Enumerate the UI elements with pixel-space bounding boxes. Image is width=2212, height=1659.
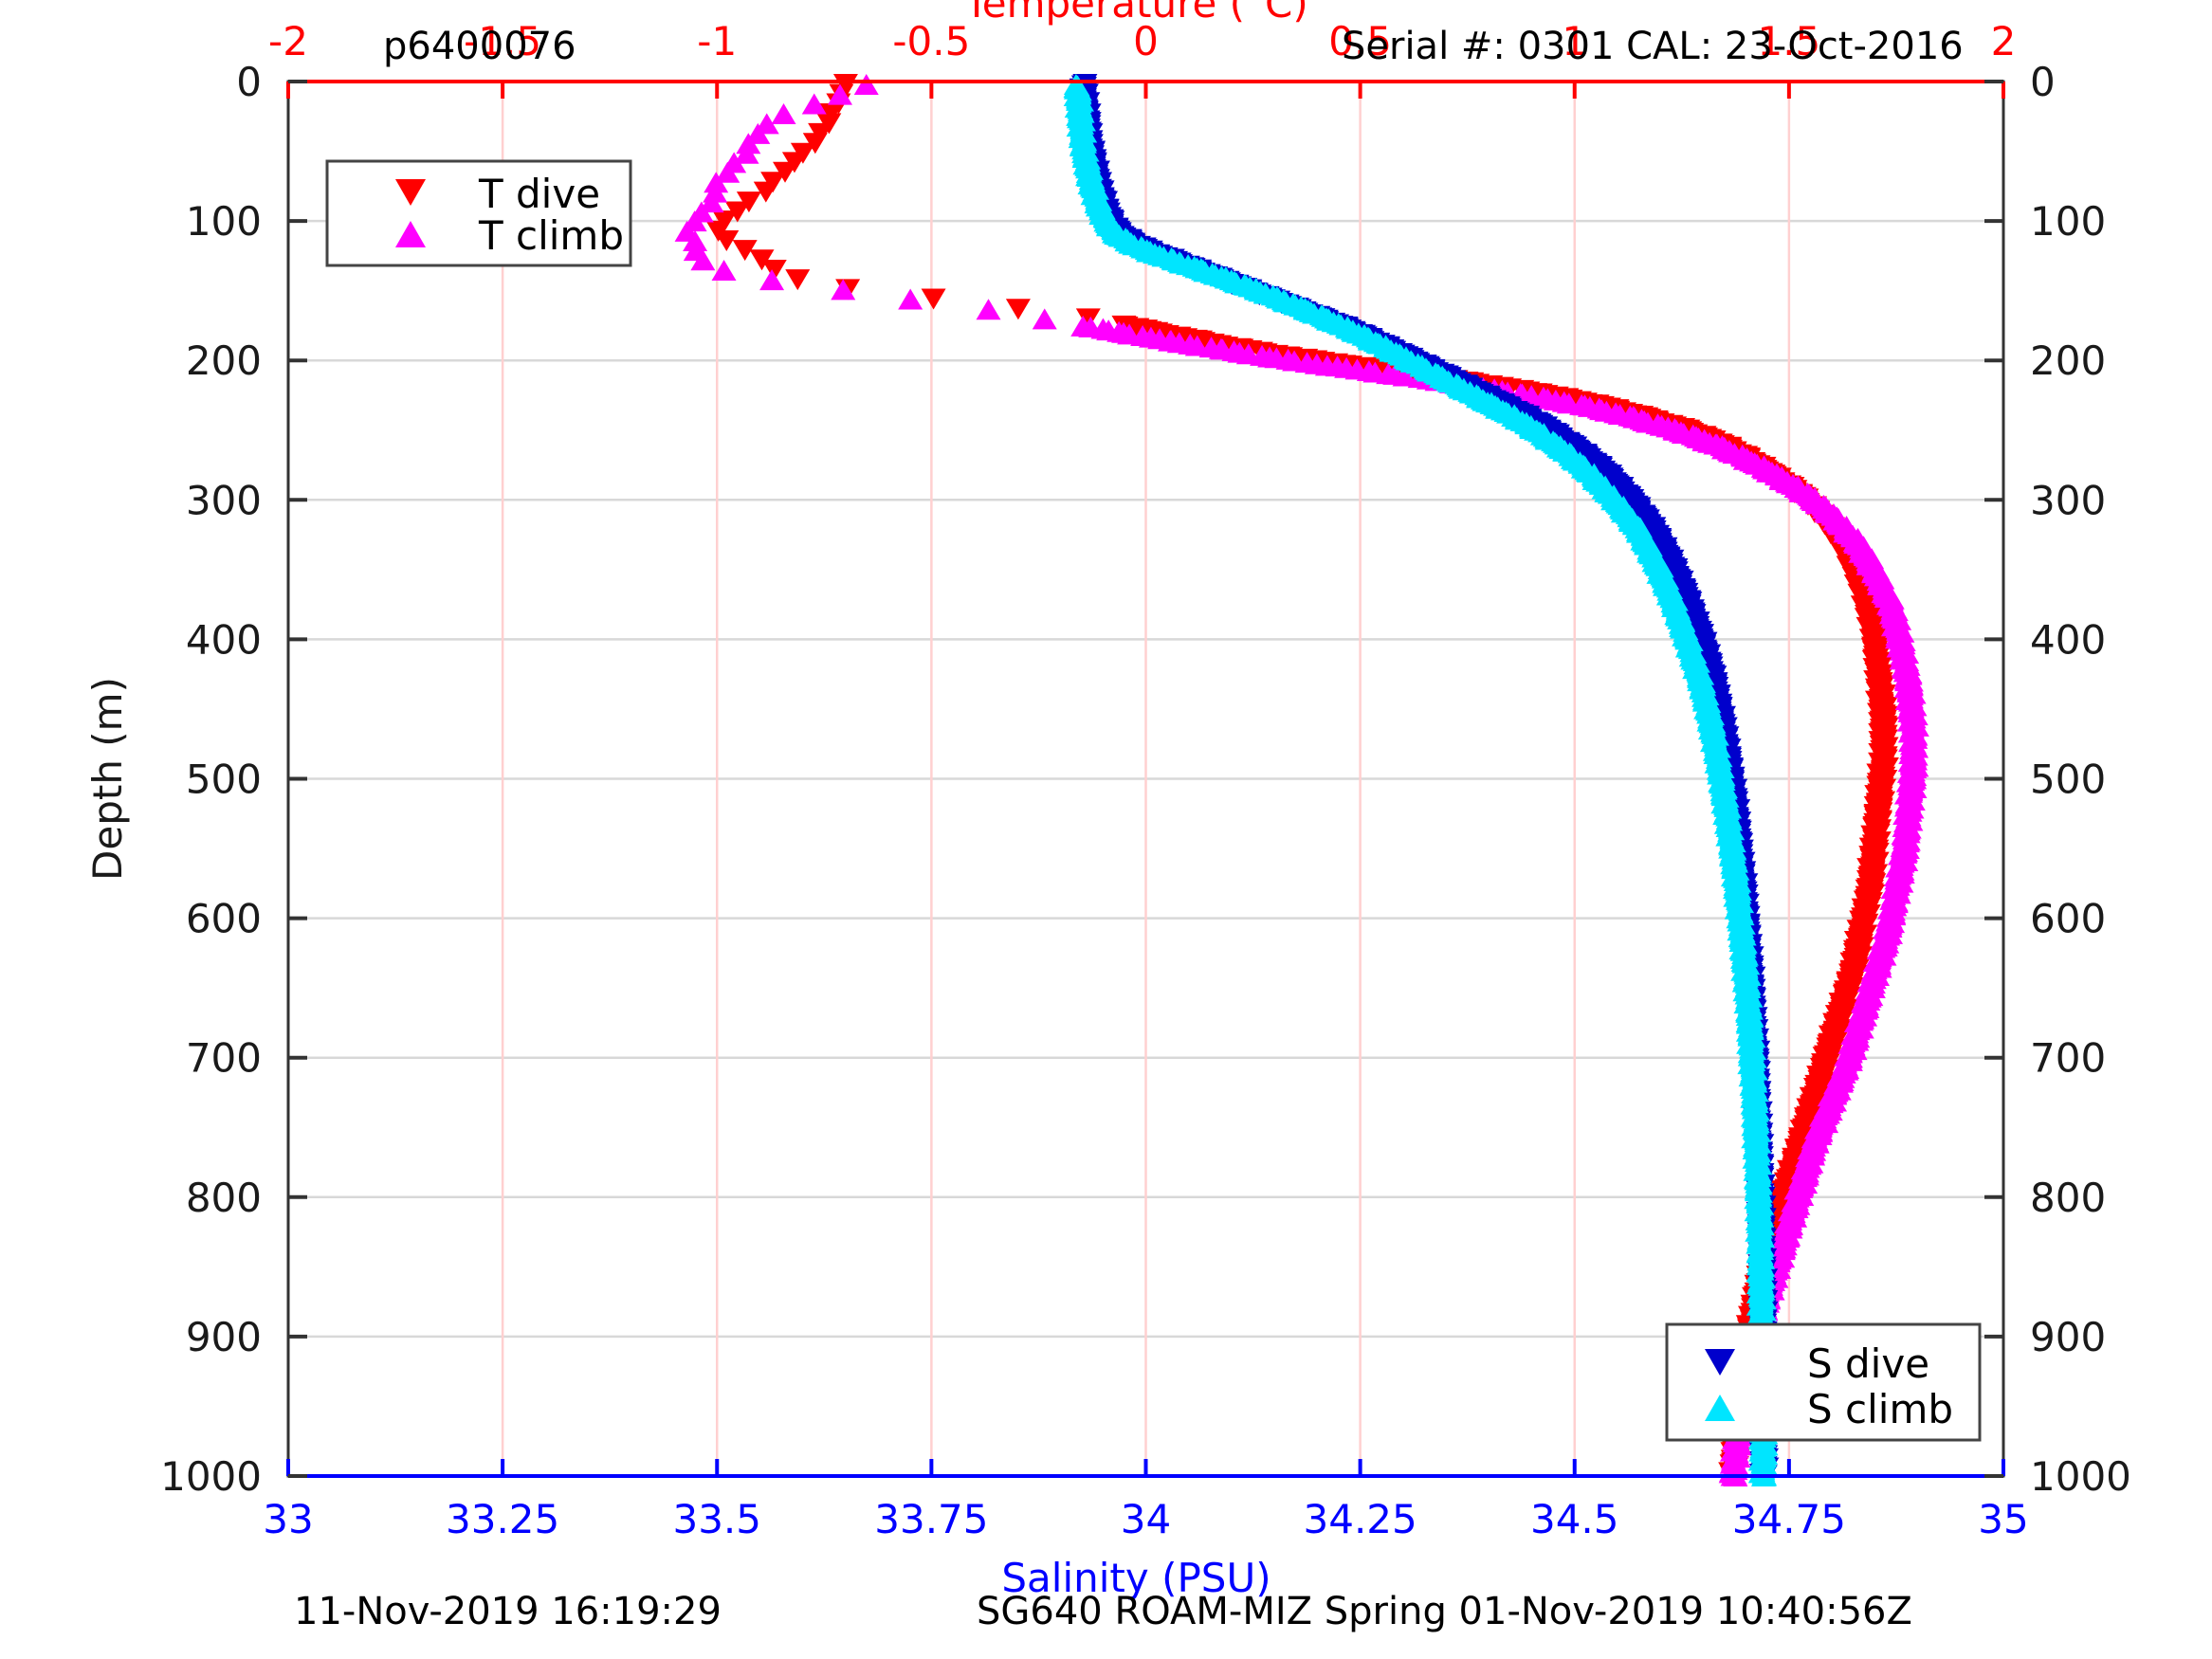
depth-tick-label-left: 100: [186, 198, 262, 245]
legend-marker-s-dive: [1705, 1349, 1735, 1376]
salinity-tick-label: 33.75: [874, 1496, 988, 1542]
temperature-tick-label: -2: [268, 18, 308, 64]
depth-tick-label-left: 800: [186, 1175, 262, 1221]
depth-tick-label-left: 600: [186, 896, 262, 942]
salinity-tick-label: 33.25: [446, 1496, 559, 1542]
depth-tick-label-left: 200: [186, 337, 262, 384]
temperature-tick-label: 1: [1562, 18, 1587, 64]
annotations: p6400076 Serial #: 0301 CAL: 23-Oct-2016 1…: [294, 25, 1964, 1633]
depth-tick-label-right: 1000: [2030, 1453, 2131, 1500]
depth-tick-label-right: 0: [2030, 59, 2056, 105]
temperature-tick-label: 0: [1133, 18, 1159, 64]
depth-tick-label-right: 600: [2030, 896, 2106, 942]
temperature-tick-label: 0.5: [1328, 18, 1392, 64]
salinity-tick-label: 33.5: [672, 1496, 761, 1542]
depth-tick-label-left: 300: [186, 477, 262, 523]
salinity-axis-label: Salinity (PSU): [1001, 1555, 1271, 1601]
data-series-group: [674, 73, 1929, 1486]
footer-right-mission: SG640 ROAM-MIZ Spring 01-Nov-2019 10:40:…: [977, 1590, 1912, 1633]
temperature-axis-label: Temperature (°C): [963, 0, 1308, 27]
legend-label-s-climb: S climb: [1807, 1386, 1953, 1432]
grid: [288, 82, 2003, 1476]
legend-label-t-climb: T climb: [478, 212, 624, 259]
temperature-tick-label: -1: [697, 18, 737, 64]
depth-tick-label-right: 700: [2030, 1035, 2106, 1082]
legend-label-t-dive: T dive: [478, 171, 600, 217]
legend-label-s-dive: S dive: [1807, 1340, 1929, 1387]
salinity-tick-label: 34.25: [1304, 1496, 1417, 1542]
depth-tick-label-left: 500: [186, 757, 262, 803]
depth-tick-label-left: 0: [236, 59, 262, 105]
depth-tick-label-right: 100: [2030, 198, 2106, 245]
temperature-tick-label: -1.5: [464, 18, 541, 64]
legend-marker-t-climb: [395, 221, 426, 247]
legend-marker-s-climb: [1705, 1395, 1735, 1421]
depth-tick-label-right: 800: [2030, 1175, 2106, 1221]
depth-tick-label-right: 300: [2030, 477, 2106, 523]
depth-tick-label-right: 200: [2030, 337, 2106, 384]
footer-left-timestamp: 11-Nov-2019 16:19:29: [294, 1590, 722, 1633]
temperature-axis: -2 -1.5 -1 -0.5 0 0.5 1 1.5 2 Temperature (°C): [268, 0, 2016, 99]
legend-marker-t-dive: [395, 179, 426, 206]
salinity-tick-label: 34.5: [1530, 1496, 1619, 1542]
depth-axis-label: Depth (m): [84, 677, 131, 881]
series-t-dive: [705, 73, 1899, 1486]
depth-tick-label-right: 500: [2030, 757, 2106, 803]
depth-tick-label-right: 400: [2030, 616, 2106, 663]
serial-cal-text: Serial #: 0301 CAL: 23-Oct-2016: [1342, 25, 1964, 68]
depth-tick-label-left: 400: [186, 616, 262, 663]
depth-tick-label-left: 1000: [160, 1453, 262, 1500]
temperature-tick-label: -0.5: [892, 18, 970, 64]
depth-tick-label-left: 700: [186, 1035, 262, 1082]
salinity-tick-label: 34: [1121, 1496, 1171, 1542]
series-s-dive: [1069, 73, 1780, 1486]
depth-tick-label-right: 900: [2030, 1314, 2106, 1360]
depth-tick-label-left: 900: [186, 1314, 262, 1360]
temperature-tick-label: 2: [1991, 18, 2017, 64]
depth-axis: 0 0 100 100 200 200 300 300 400 400 500 500 600 600 70…: [84, 59, 2131, 1500]
temperature-tick-label: 1.5: [1757, 18, 1820, 64]
dive-id-title: p6400076: [383, 25, 576, 68]
salinity-tick-label: 33: [263, 1496, 313, 1542]
salinity-tick-label: 35: [1978, 1496, 2028, 1542]
salinity-tick-label: 34.75: [1732, 1496, 1846, 1542]
salinity-axis: 33 33.25 33.5 33.75 34 34.25 34.5 34.75 35 Salini…: [263, 1459, 2029, 1601]
series-s-climb: [1063, 73, 1779, 1486]
